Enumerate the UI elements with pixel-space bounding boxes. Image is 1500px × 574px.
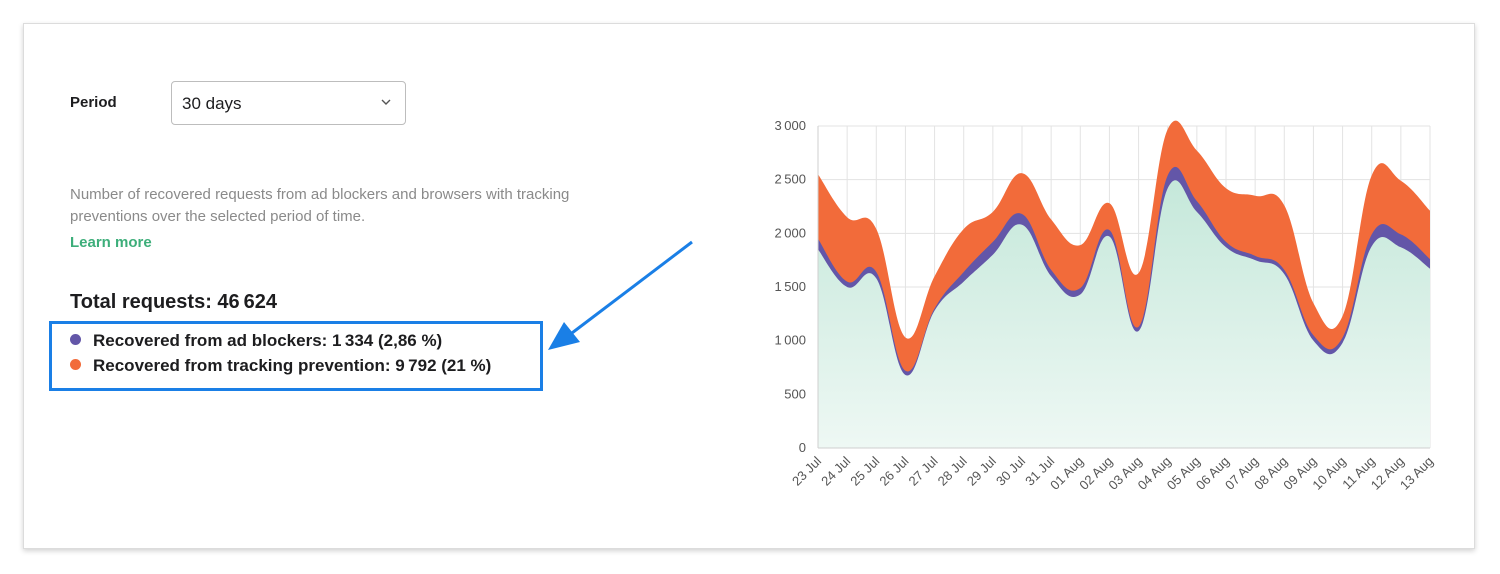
y-tick-label-1: 500 (784, 386, 806, 401)
chevron-down-icon (381, 99, 391, 105)
x-tick-label-4: 27 Jul (906, 453, 941, 488)
x-tick-label-1: 24 Jul (818, 453, 853, 488)
period-label: Period (70, 94, 117, 111)
y-tick-label-5: 2 500 (774, 172, 806, 187)
period-select[interactable]: 30 days (171, 81, 406, 125)
tracking-dot (70, 359, 81, 370)
x-tick-label-0: 23 Jul (789, 453, 824, 488)
total-requests: Total requests: 46 624 (70, 291, 278, 313)
legend-ad-blockers: Recovered from ad blockers: 1 334 (2,86 … (70, 331, 442, 351)
y-tick-label-4: 2 000 (774, 225, 806, 240)
x-tick-label-5: 28 Jul (935, 453, 970, 488)
x-tick-label-18: 10 Aug (1309, 454, 1348, 493)
y-tick-label-2: 1 000 (774, 333, 806, 348)
y-tick-label-3: 1 500 (774, 279, 806, 294)
tracking-label: Recovered from tracking prevention: 9 79… (93, 356, 492, 375)
learn-more-link[interactable]: Learn more (70, 234, 152, 251)
x-tick-label-7: 30 Jul (993, 453, 1028, 488)
legend-tracking: Recovered from tracking prevention: 9 79… (70, 356, 491, 376)
y-tick-label-6: 3 000 (774, 118, 806, 133)
ad-blockers-dot (70, 334, 81, 345)
x-tick-label-2: 25 Jul (847, 453, 882, 488)
description-text: Number of recovered requests from ad blo… (70, 186, 570, 225)
x-tick-label-3: 26 Jul (876, 453, 911, 488)
arrow-icon (548, 240, 693, 350)
series-base-area (818, 180, 1430, 449)
highlight-box (49, 321, 543, 391)
x-tick-label-21: 13 Aug (1397, 454, 1436, 493)
ad-blockers-label: Recovered from ad blockers: 1 334 (2,86 … (93, 331, 443, 350)
y-tick-label-0: 0 (799, 440, 806, 455)
period-select-value: 30 days (182, 94, 242, 113)
x-tick-label-6: 29 Jul (964, 453, 999, 488)
